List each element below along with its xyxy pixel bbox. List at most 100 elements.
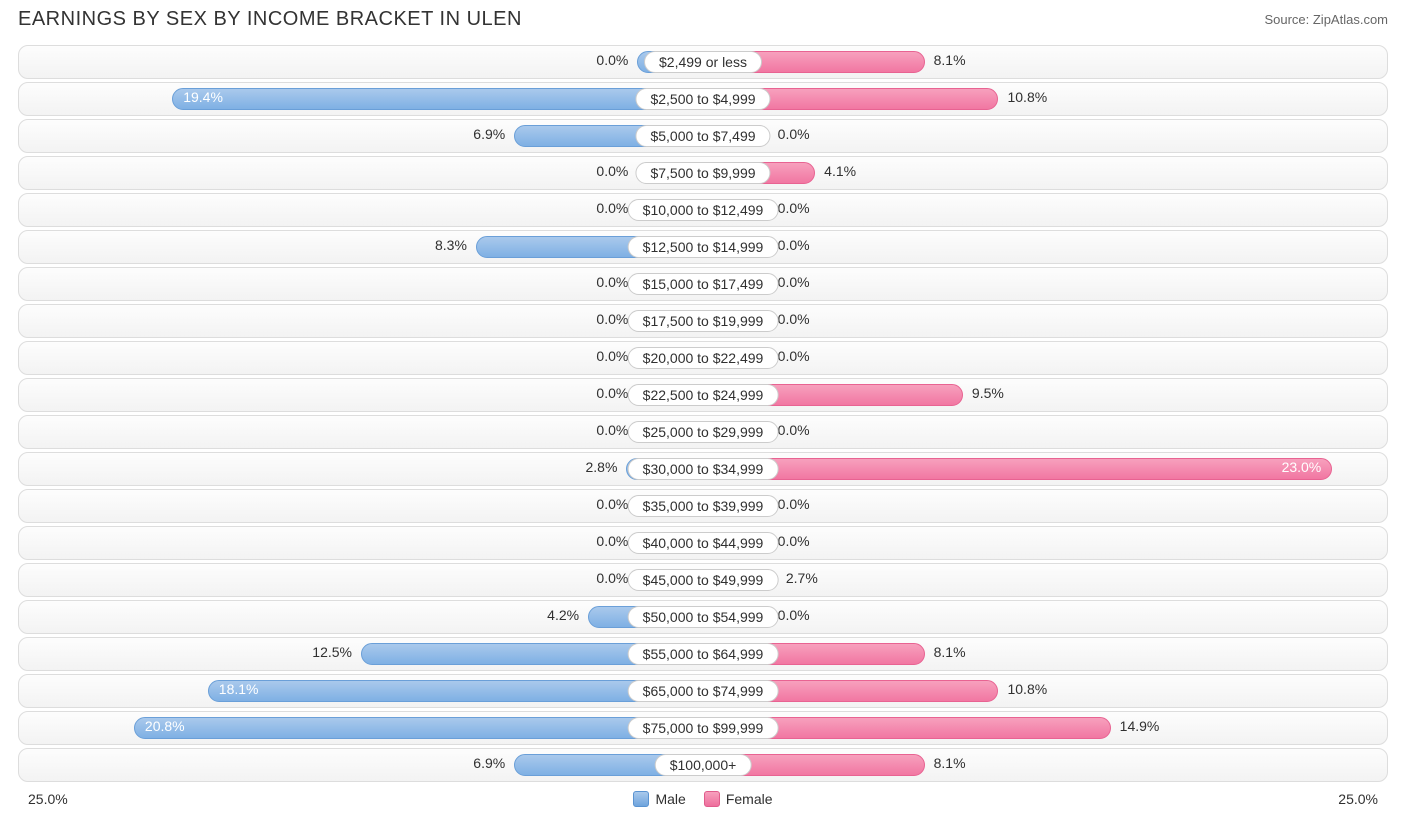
female-half: 8.1% (703, 638, 1387, 670)
female-half: 2.7% (703, 564, 1387, 596)
male-half: 0.0% (19, 379, 703, 411)
chart-row: 4.2% 0.0%$50,000 to $54,999 (18, 600, 1388, 634)
legend-female-label: Female (726, 791, 773, 807)
chart-row: 0.0%0.0%$17,500 to $19,999 (18, 304, 1388, 338)
female-half: 10.8% (703, 83, 1387, 115)
male-bar: 19.4% (172, 88, 703, 110)
female-half: 0.0% (703, 268, 1387, 300)
bracket-label: $30,000 to $34,999 (628, 458, 779, 480)
bracket-label: $50,000 to $54,999 (628, 606, 779, 628)
male-half: 0.0% (19, 46, 703, 78)
female-half: 8.1% (703, 46, 1387, 78)
chart-row: 0.0%0.0%$15,000 to $17,499 (18, 267, 1388, 301)
female-value-label: 2.7% (776, 570, 818, 586)
male-half: 0.0% (19, 342, 703, 374)
chart-row: 0.0% 2.7%$45,000 to $49,999 (18, 563, 1388, 597)
male-half: 6.9% (19, 749, 703, 781)
female-value-label: 10.8% (997, 89, 1047, 105)
male-half: 12.5% (19, 638, 703, 670)
female-half: 10.8% (703, 675, 1387, 707)
male-swatch-icon (633, 791, 649, 807)
chart-row: 0.0%9.5%$22,500 to $24,999 (18, 378, 1388, 412)
female-half: 14.9% (703, 712, 1387, 744)
chart-row: 0.0% 4.1% $7,500 to $9,999 (18, 156, 1388, 190)
male-half: 0.0% (19, 416, 703, 448)
female-value-label: 23.0% (1282, 459, 1322, 475)
male-value-label: 18.1% (219, 681, 259, 697)
legend-male-label: Male (655, 791, 685, 807)
female-half: 23.0% (703, 453, 1387, 485)
bracket-label: $25,000 to $29,999 (628, 421, 779, 443)
bracket-label: $55,000 to $64,999 (628, 643, 779, 665)
male-value-label: 6.9% (473, 755, 515, 771)
chart-row: 0.0%0.0%$35,000 to $39,999 (18, 489, 1388, 523)
female-value-label: 4.1% (814, 163, 856, 179)
bracket-label: $10,000 to $12,499 (628, 199, 779, 221)
male-bar: 20.8% (134, 717, 703, 739)
male-value-label: 19.4% (183, 89, 223, 105)
chart-body: 0.0%8.1%$2,499 or less19.4%10.8%$2,500 t… (0, 41, 1406, 782)
male-half: 0.0% (19, 490, 703, 522)
female-half: 0.0% (703, 194, 1387, 226)
chart-row: 8.3%0.0%$12,500 to $14,999 (18, 230, 1388, 264)
bracket-label: $2,500 to $4,999 (635, 88, 770, 110)
chart-row: 0.0%0.0%$10,000 to $12,499 (18, 193, 1388, 227)
chart-row: 6.9% 8.1%$100,000+ (18, 748, 1388, 782)
female-value-label: 14.9% (1110, 718, 1160, 734)
male-half: 6.9% (19, 120, 703, 152)
male-half: 0.0% (19, 564, 703, 596)
bracket-label: $5,000 to $7,499 (635, 125, 770, 147)
male-half: 0.0% (19, 157, 703, 189)
axis-left-max: 25.0% (28, 791, 68, 807)
chart-row: 0.0%8.1%$2,499 or less (18, 45, 1388, 79)
male-value-label: 2.8% (585, 459, 627, 475)
male-half: 2.8% (19, 453, 703, 485)
chart-header: EARNINGS BY SEX BY INCOME BRACKET IN ULE… (0, 0, 1406, 41)
chart-row: 20.8% 14.9% $75,000 to $99,999 (18, 711, 1388, 745)
male-value-label: 4.2% (547, 607, 589, 623)
female-value-label: 8.1% (924, 644, 966, 660)
female-half: 9.5% (703, 379, 1387, 411)
bracket-label: $100,000+ (655, 754, 752, 776)
bracket-label: $75,000 to $99,999 (628, 717, 779, 739)
male-value-label: 0.0% (596, 163, 638, 179)
female-half: 0.0% (703, 231, 1387, 263)
axis-right-max: 25.0% (1338, 791, 1378, 807)
female-half: 4.1% (703, 157, 1387, 189)
male-half: 18.1% (19, 675, 703, 707)
male-value-label: 12.5% (312, 644, 362, 660)
female-half: 0.0% (703, 601, 1387, 633)
female-value-label: 9.5% (962, 385, 1004, 401)
male-half: 20.8% (19, 712, 703, 744)
female-value-label: 0.0% (768, 126, 810, 142)
female-half: 0.0% (703, 342, 1387, 374)
female-half: 0.0% (703, 416, 1387, 448)
female-bar: 23.0% (703, 458, 1332, 480)
bracket-label: $7,500 to $9,999 (635, 162, 770, 184)
legend: Male Female (633, 791, 772, 807)
chart-row: 0.0%0.0%$20,000 to $22,499 (18, 341, 1388, 375)
female-half: 8.1% (703, 749, 1387, 781)
bracket-label: $65,000 to $74,999 (628, 680, 779, 702)
chart-title: EARNINGS BY SEX BY INCOME BRACKET IN ULE… (18, 8, 522, 31)
chart-row: 0.0%0.0%$25,000 to $29,999 (18, 415, 1388, 449)
chart-row: 19.4% 10.8% $2,500 to $4,999 (18, 82, 1388, 116)
chart-row: 6.9% 0.0%$5,000 to $7,499 (18, 119, 1388, 153)
bracket-label: $17,500 to $19,999 (628, 310, 779, 332)
chart-source: Source: ZipAtlas.com (1264, 12, 1388, 27)
male-value-label: 8.3% (435, 237, 477, 253)
male-half: 19.4% (19, 83, 703, 115)
male-value-label: 6.9% (473, 126, 515, 142)
chart-row: 0.0%0.0%$40,000 to $44,999 (18, 526, 1388, 560)
chart-row: 2.8% 23.0% $30,000 to $34,999 (18, 452, 1388, 486)
bracket-label: $20,000 to $22,499 (628, 347, 779, 369)
female-half: 0.0% (703, 120, 1387, 152)
male-value-label: 0.0% (596, 52, 638, 68)
chart-row: 12.5% 8.1% $55,000 to $64,999 (18, 637, 1388, 671)
female-value-label: 10.8% (997, 681, 1047, 697)
chart-row: 18.1% 10.8% $65,000 to $74,999 (18, 674, 1388, 708)
male-value-label: 20.8% (145, 718, 185, 734)
male-half: 0.0% (19, 305, 703, 337)
female-half: 0.0% (703, 490, 1387, 522)
bracket-label: $45,000 to $49,999 (628, 569, 779, 591)
